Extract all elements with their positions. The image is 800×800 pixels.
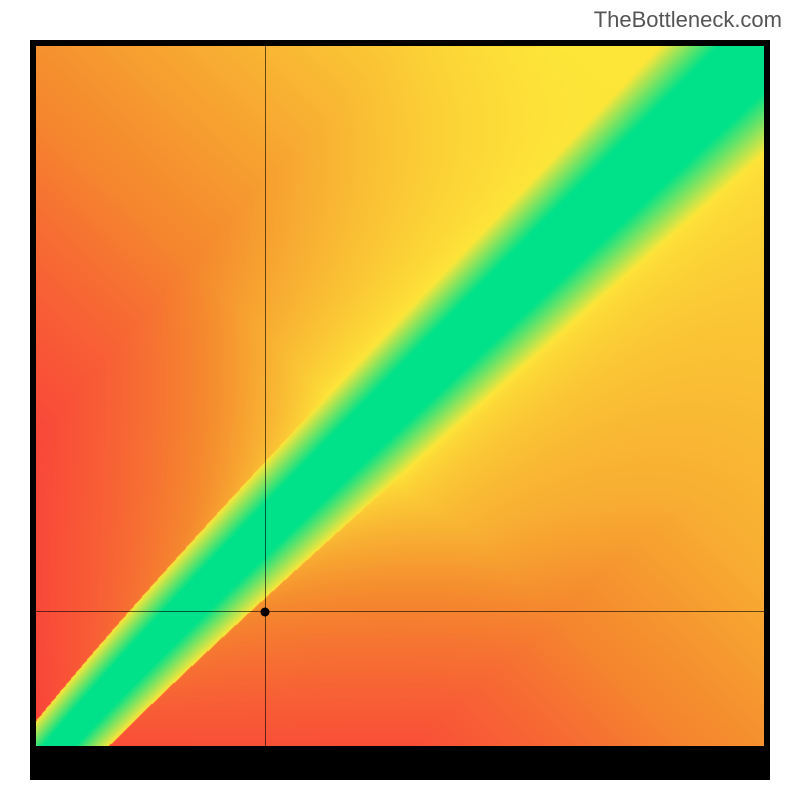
plot-area — [36, 46, 764, 746]
plot-border — [30, 40, 770, 780]
crosshair-horizontal — [36, 611, 764, 612]
crosshair-vertical — [265, 46, 266, 746]
watermark-label: TheBottleneck.com — [594, 7, 782, 33]
heatmap-canvas — [36, 46, 764, 746]
chart-container: TheBottleneck.com — [0, 0, 800, 800]
crosshair-marker — [261, 607, 270, 616]
